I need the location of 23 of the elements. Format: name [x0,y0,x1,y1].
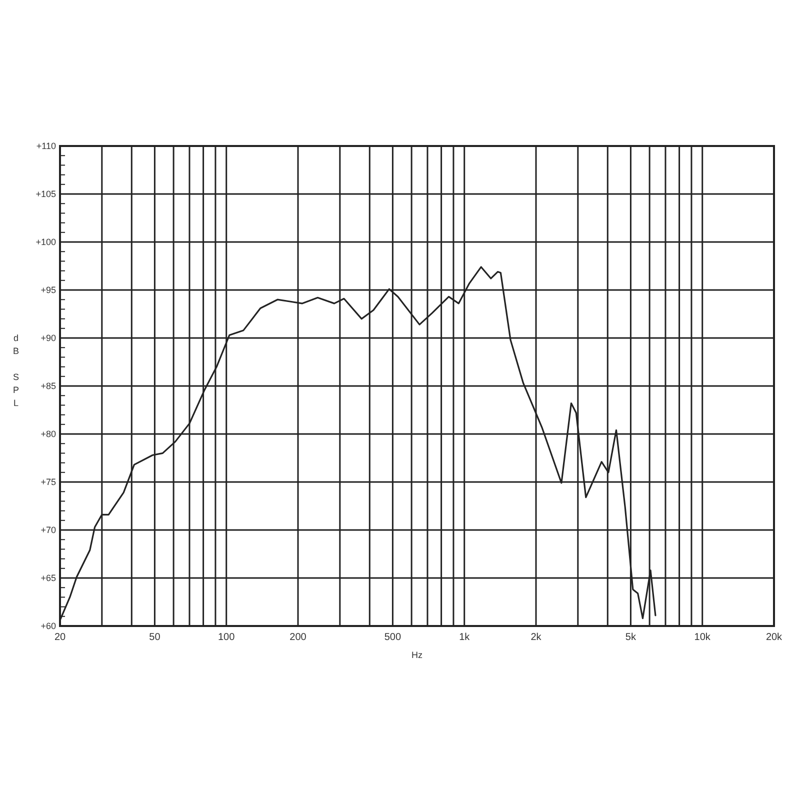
x-tick-label: 20k [766,632,784,643]
y-tick-label: +70 [40,524,56,535]
x-tick-label: 5k [625,632,637,643]
y-tick-label: +95 [40,284,56,295]
text: dB SPL [12,333,20,408]
y-tick-label: +105 [36,188,56,199]
y-tick-label: +80 [40,428,56,439]
y-tick-label: +85 [40,380,56,391]
x-tick-label: 2k [530,632,542,643]
x-tick-label: 20 [54,632,66,643]
x-tick-label: 100 [218,632,236,643]
y-tick-label: +110 [36,140,56,151]
y-tick-label: +75 [40,476,56,487]
x-tick-label: 1k [459,632,471,643]
y-tick-label: +60 [40,620,56,631]
y-tick-label: +100 [36,236,56,247]
y-tick-label: +90 [40,332,56,343]
x-tick-label: 10k [694,632,712,643]
x-tick-label: 500 [384,632,402,643]
x-tick-label: 50 [149,632,161,643]
y-tick-label: +65 [40,572,56,583]
x-axis-title: Hz [412,650,423,660]
x-tick-label: 200 [290,632,307,643]
